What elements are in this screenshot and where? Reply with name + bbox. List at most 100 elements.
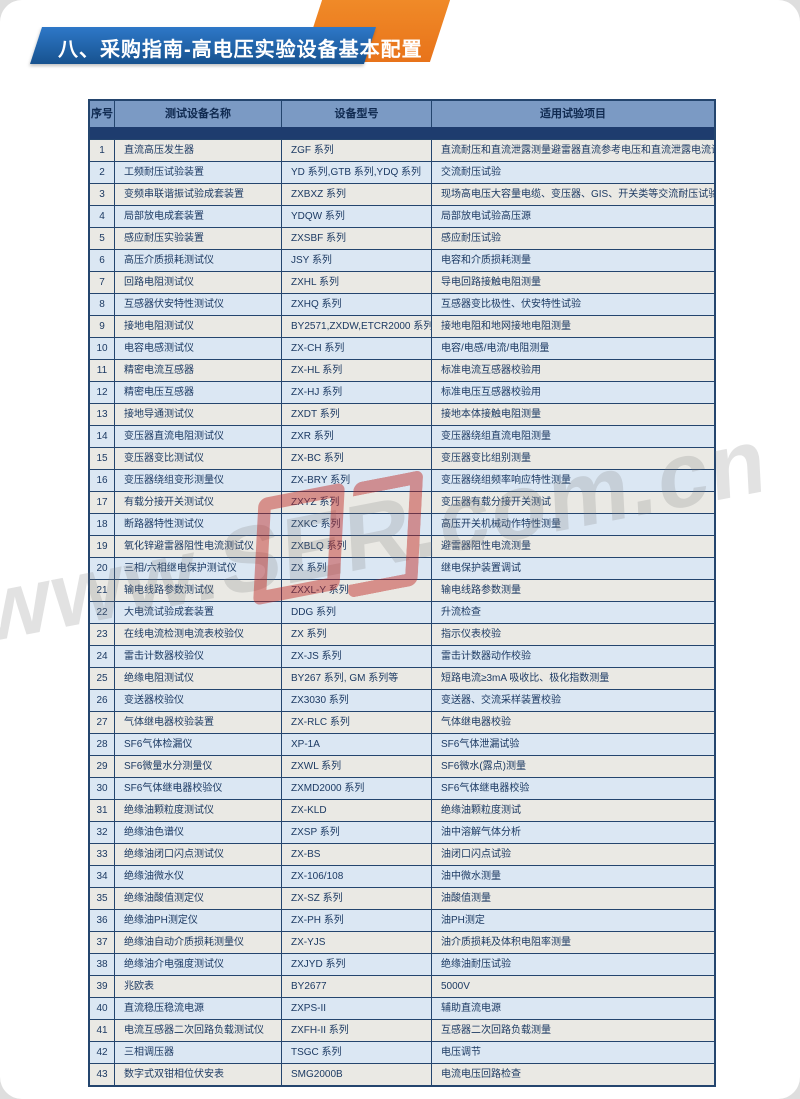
row-applicable-tests: 变压器变比组别测量 <box>432 447 714 469</box>
table-body: 1 直流高压发生器 ZGF 系列 直流耐压和直流泄露测量避雷器直流参考电压和直流泄露电… <box>90 139 714 1085</box>
table-row: 41 电流互感器二次回路负载测试仪 ZXFH-II 系列 互感器二次回路负载测量 <box>90 1019 714 1041</box>
row-applicable-tests: SF6气体泄漏试验 <box>432 733 714 755</box>
row-applicable-tests: 交流耐压试验 <box>432 161 714 183</box>
row-equipment-name: 接地电阻测试仪 <box>115 315 282 337</box>
row-applicable-tests: 电容和介质损耗测量 <box>432 249 714 271</box>
table-row: 23 在线电流检测电流表校验仪 ZX 系列 指示仪表校验 <box>90 623 714 645</box>
row-applicable-tests: 辅助直流电源 <box>432 997 714 1019</box>
row-no: 31 <box>90 799 115 821</box>
row-no: 17 <box>90 491 115 513</box>
table-row: 34 绝缘油微水仪 ZX-106/108 油中微水测量 <box>90 865 714 887</box>
row-equipment-name: 绝缘油微水仪 <box>115 865 282 887</box>
row-model: ZXHL 系列 <box>282 271 432 293</box>
row-equipment-name: 绝缘油自动介质损耗测量仪 <box>115 931 282 953</box>
row-equipment-name: SF6气体检漏仪 <box>115 733 282 755</box>
row-applicable-tests: 雷击计数器动作校验 <box>432 645 714 667</box>
row-no: 10 <box>90 337 115 359</box>
row-no: 43 <box>90 1063 115 1085</box>
row-applicable-tests: 输电线路参数测量 <box>432 579 714 601</box>
row-equipment-name: 输电线路参数测试仪 <box>115 579 282 601</box>
row-model: ZXYZ 系列 <box>282 491 432 513</box>
row-applicable-tests: 接地本体接触电阻测量 <box>432 403 714 425</box>
page-title: 八、采购指南-高电压实验设备基本配置 <box>58 39 423 61</box>
table-row: 33 绝缘油闭口闪点测试仪 ZX-BS 油闭口闪点试验 <box>90 843 714 865</box>
table-row: 1 直流高压发生器 ZGF 系列 直流耐压和直流泄露测量避雷器直流参考电压和直流泄露电… <box>90 139 714 161</box>
row-applicable-tests: 气体继电器校验 <box>432 711 714 733</box>
row-model: ZXPS-II <box>282 997 432 1019</box>
table-row: 10 电容电感测试仪 ZX-CH 系列 电容/电感/电流/电阻测量 <box>90 337 714 359</box>
table-row: 14 变压器直流电阻测试仪 ZXR 系列 变压器绕组直流电阻测量 <box>90 425 714 447</box>
row-no: 33 <box>90 843 115 865</box>
row-no: 35 <box>90 887 115 909</box>
row-equipment-name: 数字式双钳相位伏安表 <box>115 1063 282 1085</box>
row-equipment-name: 局部放电成套装置 <box>115 205 282 227</box>
row-model: ZX-BRY 系列 <box>282 469 432 491</box>
row-applicable-tests: 油中溶解气体分析 <box>432 821 714 843</box>
row-model: ZXBXZ 系列 <box>282 183 432 205</box>
row-equipment-name: 在线电流检测电流表校验仪 <box>115 623 282 645</box>
row-equipment-name: 绝缘油闭口闪点测试仪 <box>115 843 282 865</box>
row-no: 3 <box>90 183 115 205</box>
row-model: ZXXL-Y 系列 <box>282 579 432 601</box>
row-applicable-tests: 互感器二次回路负载测量 <box>432 1019 714 1041</box>
table-row: 3 变频串联谐振试验成套装置 ZXBXZ 系列 现场高电压大容量电缆、变压器、GIS、… <box>90 183 714 205</box>
row-applicable-tests: 电压调节 <box>432 1041 714 1063</box>
row-model: ZX-HL 系列 <box>282 359 432 381</box>
row-equipment-name: 绝缘油色谱仪 <box>115 821 282 843</box>
table-row: 26 变送器校验仪 ZX3030 系列 变送器、交流采样装置校验 <box>90 689 714 711</box>
row-no: 22 <box>90 601 115 623</box>
row-no: 16 <box>90 469 115 491</box>
row-applicable-tests: 避雷器阻性电流测量 <box>432 535 714 557</box>
row-no: 15 <box>90 447 115 469</box>
row-no: 41 <box>90 1019 115 1041</box>
row-model: ZX 系列 <box>282 557 432 579</box>
row-applicable-tests: 指示仪表校验 <box>432 623 714 645</box>
row-model: SMG2000B <box>282 1063 432 1085</box>
row-no: 18 <box>90 513 115 535</box>
row-equipment-name: 回路电阻测试仪 <box>115 271 282 293</box>
row-equipment-name: 三相调压器 <box>115 1041 282 1063</box>
row-model: ZX 系列 <box>282 623 432 645</box>
row-no: 39 <box>90 975 115 997</box>
table-header-row: 序号 测试设备名称 设备型号 适用试验项目 <box>90 101 714 127</box>
row-applicable-tests: 油PH测定 <box>432 909 714 931</box>
header-divider-strip <box>90 127 714 139</box>
row-applicable-tests: 标准电压互感器校验用 <box>432 381 714 403</box>
row-equipment-name: 绝缘油PH测定仪 <box>115 909 282 931</box>
table-row: 29 SF6微量水分测量仪 ZXWL 系列 SF6微水(露点)测量 <box>90 755 714 777</box>
row-model: DDG 系列 <box>282 601 432 623</box>
row-equipment-name: 断路器特性测试仪 <box>115 513 282 535</box>
table-row: 8 互感器伏安特性测试仪 ZXHQ 系列 互感器变比极性、伏安特性试验 <box>90 293 714 315</box>
row-model: ZX3030 系列 <box>282 689 432 711</box>
row-equipment-name: 精密电流互感器 <box>115 359 282 381</box>
row-model: ZX-BS <box>282 843 432 865</box>
table-row: 17 有载分接开关测试仪 ZXYZ 系列 变压器有载分接开关测试 <box>90 491 714 513</box>
row-applicable-tests: 油闭口闪点试验 <box>432 843 714 865</box>
table-row: 35 绝缘油酸值测定仪 ZX-SZ 系列 油酸值测量 <box>90 887 714 909</box>
header-applicable-tests: 适用试验项目 <box>540 108 606 120</box>
row-no: 29 <box>90 755 115 777</box>
row-model: ZXMD2000 系列 <box>282 777 432 799</box>
row-applicable-tests: 绝缘油耐压试验 <box>432 953 714 975</box>
table-row: 39 兆欧表 BY2677 5000V <box>90 975 714 997</box>
table-row: 13 接地导通测试仪 ZXDT 系列 接地本体接触电阻测量 <box>90 403 714 425</box>
row-model: ZXDT 系列 <box>282 403 432 425</box>
row-no: 34 <box>90 865 115 887</box>
row-model: ZXHQ 系列 <box>282 293 432 315</box>
row-no: 8 <box>90 293 115 315</box>
row-applicable-tests: 继电保护装置调试 <box>432 557 714 579</box>
header-model: 设备型号 <box>282 101 432 127</box>
header-equipment-name: 测试设备名称 <box>115 101 282 127</box>
row-no: 30 <box>90 777 115 799</box>
table-row: 43 数字式双钳相位伏安表 SMG2000B 电流电压回路检查 <box>90 1063 714 1085</box>
row-model: BY2571,ZXDW,ETCR2000 系列 <box>282 315 432 337</box>
row-equipment-name: 精密电压互感器 <box>115 381 282 403</box>
row-equipment-name: 变压器直流电阻测试仪 <box>115 425 282 447</box>
row-no: 2 <box>90 161 115 183</box>
row-model: ZXKC 系列 <box>282 513 432 535</box>
table-row: 25 绝缘电阻测试仪 BY267 系列, GM 系列等 短路电流≥3mA 吸收比、极化… <box>90 667 714 689</box>
row-no: 32 <box>90 821 115 843</box>
row-applicable-tests: SF6微水(露点)测量 <box>432 755 714 777</box>
row-model: ZXJYD 系列 <box>282 953 432 975</box>
header-no: 序号 <box>90 101 115 127</box>
